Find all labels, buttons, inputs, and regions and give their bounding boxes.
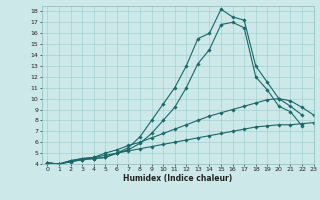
X-axis label: Humidex (Indice chaleur): Humidex (Indice chaleur): [123, 174, 232, 183]
